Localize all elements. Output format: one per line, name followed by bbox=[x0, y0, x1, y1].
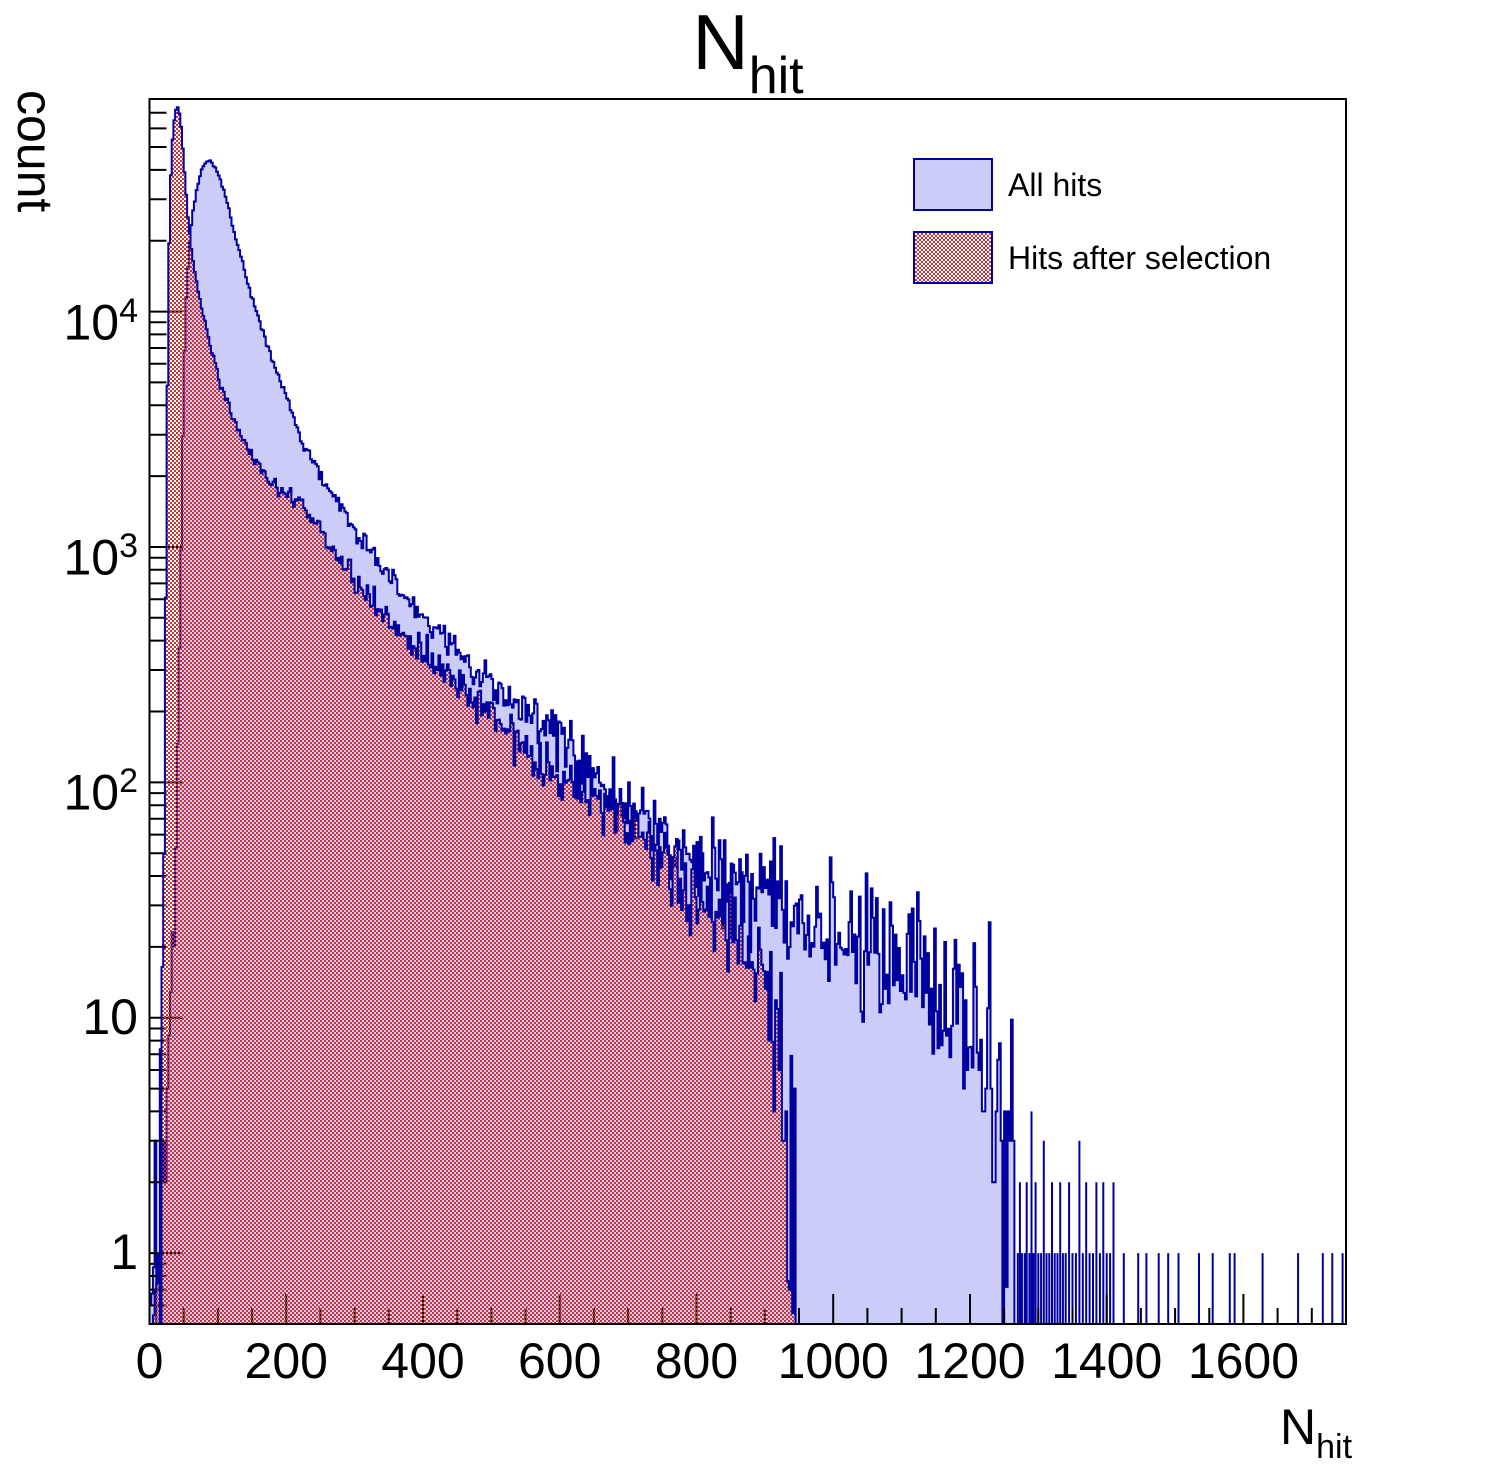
x-tick-label: 1200 bbox=[914, 1333, 1026, 1389]
x-axis-title-main: N bbox=[1280, 1399, 1317, 1455]
plot-frame bbox=[148, 98, 1347, 1325]
x-tick-label: 1600 bbox=[1187, 1333, 1300, 1389]
y-tick-label: 1 bbox=[110, 1224, 138, 1281]
legend-swatch-all-hits bbox=[913, 158, 993, 211]
x-tick-label: 1000 bbox=[777, 1333, 889, 1389]
y-tick-label: 103 bbox=[63, 526, 138, 586]
selection-area bbox=[151, 106, 797, 1324]
x-tick-label: 200 bbox=[244, 1333, 328, 1389]
x-axis-title: Nhit bbox=[1280, 1398, 1352, 1467]
legend-label-all-hits: All hits bbox=[1008, 167, 1103, 203]
legend-swatch-selection bbox=[913, 231, 993, 284]
x-tick-label: 800 bbox=[654, 1333, 739, 1389]
plot-title: Nhit bbox=[0, 0, 1496, 105]
legend-label-selection: Hits after selection bbox=[1008, 240, 1272, 276]
x-axis-title-sub: hit bbox=[1316, 1428, 1353, 1466]
selection-histogram bbox=[151, 106, 797, 1324]
plot-title-sub: hit bbox=[748, 47, 804, 105]
y-axis-title: count bbox=[7, 90, 63, 213]
x-tick-label: 400 bbox=[381, 1333, 465, 1389]
x-tick-label: 600 bbox=[518, 1333, 602, 1389]
x-tick-label: 0 bbox=[135, 1333, 164, 1389]
x-tick-label: 1400 bbox=[1051, 1333, 1163, 1389]
y-tick-label: 104 bbox=[63, 291, 138, 351]
y-tick-label: 10 bbox=[82, 988, 138, 1045]
plot-title-main: N bbox=[692, 0, 749, 86]
y-tick-label: 102 bbox=[63, 762, 138, 822]
